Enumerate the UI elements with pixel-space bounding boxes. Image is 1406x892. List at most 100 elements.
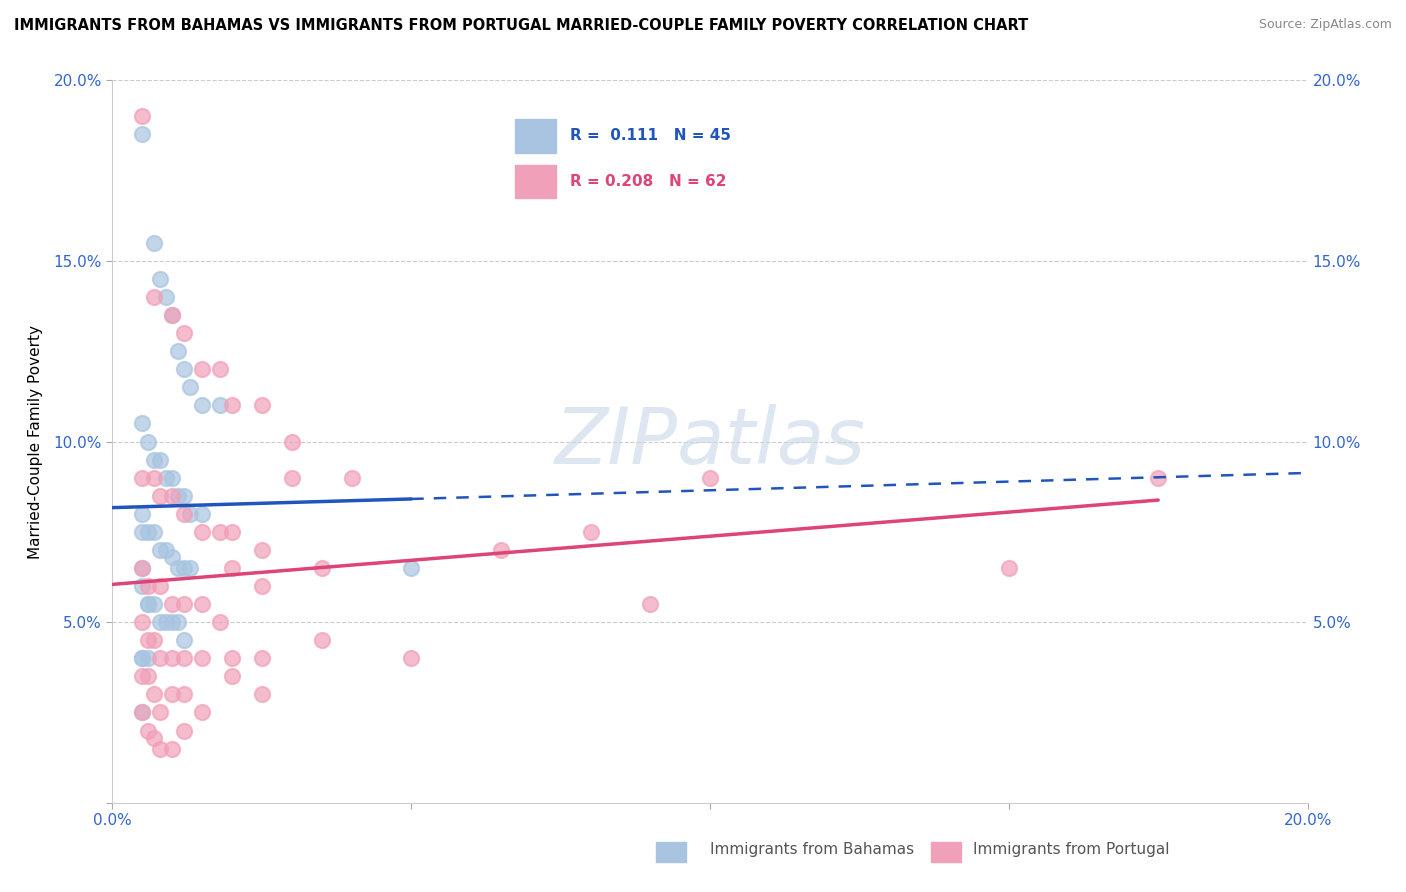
Point <box>131 471 153 485</box>
Point <box>149 651 172 665</box>
Point <box>281 471 304 485</box>
Point <box>143 471 166 485</box>
Text: Immigrants from Bahamas: Immigrants from Bahamas <box>710 842 914 857</box>
Point <box>138 633 160 648</box>
Point <box>173 362 195 376</box>
Point <box>155 290 177 304</box>
Point <box>162 597 183 611</box>
Point <box>250 398 273 412</box>
Point <box>131 651 153 665</box>
Point <box>401 561 423 575</box>
Point <box>149 706 172 720</box>
Point <box>143 687 166 701</box>
Point <box>162 489 183 503</box>
Point <box>131 669 153 683</box>
Point <box>162 651 183 665</box>
Point <box>998 561 1021 575</box>
Point <box>131 561 153 575</box>
Point <box>191 362 214 376</box>
Point <box>209 362 232 376</box>
Point <box>640 597 662 611</box>
Point <box>162 308 183 322</box>
Point <box>143 597 166 611</box>
Point <box>143 633 166 648</box>
Point <box>162 687 183 701</box>
Point <box>179 507 201 521</box>
Point <box>191 651 214 665</box>
Point <box>340 471 363 485</box>
Point <box>191 507 214 521</box>
Point <box>311 561 333 575</box>
Point <box>162 308 183 322</box>
Point <box>162 471 183 485</box>
Point <box>138 524 160 539</box>
Point <box>250 542 273 557</box>
Point <box>401 651 423 665</box>
Point <box>579 524 602 539</box>
Point <box>138 669 160 683</box>
Point <box>131 651 153 665</box>
Point <box>162 741 183 756</box>
Point <box>149 741 172 756</box>
Point <box>131 128 153 142</box>
Point <box>143 731 166 745</box>
FancyBboxPatch shape <box>931 842 962 862</box>
Y-axis label: Married-Couple Family Poverty: Married-Couple Family Poverty <box>28 325 42 558</box>
Point <box>167 489 190 503</box>
Point <box>179 561 201 575</box>
Point <box>149 542 172 557</box>
Point <box>149 579 172 593</box>
Point <box>1147 471 1170 485</box>
Point <box>138 597 160 611</box>
Point <box>221 524 243 539</box>
Text: IMMIGRANTS FROM BAHAMAS VS IMMIGRANTS FROM PORTUGAL MARRIED-COUPLE FAMILY POVERT: IMMIGRANTS FROM BAHAMAS VS IMMIGRANTS FR… <box>14 18 1028 33</box>
Point <box>162 615 183 630</box>
Text: Immigrants from Portugal: Immigrants from Portugal <box>973 842 1170 857</box>
FancyBboxPatch shape <box>657 842 686 862</box>
Point <box>162 550 183 565</box>
Point <box>131 417 153 431</box>
Point <box>167 344 190 359</box>
Point <box>173 723 195 738</box>
Point <box>131 507 153 521</box>
Point <box>209 615 232 630</box>
Point <box>699 471 721 485</box>
Point <box>149 452 172 467</box>
Point <box>167 615 190 630</box>
Point <box>131 706 153 720</box>
Point <box>149 615 172 630</box>
Point <box>250 687 273 701</box>
Point <box>155 615 177 630</box>
Point <box>173 651 195 665</box>
Point <box>138 579 160 593</box>
Point <box>131 109 153 123</box>
Point <box>281 434 304 449</box>
Point <box>173 687 195 701</box>
Point <box>191 524 214 539</box>
Text: Source: ZipAtlas.com: Source: ZipAtlas.com <box>1258 18 1392 31</box>
Point <box>179 380 201 394</box>
Point <box>155 542 177 557</box>
Point <box>149 272 172 286</box>
Point <box>221 651 243 665</box>
Point <box>209 524 232 539</box>
Point <box>143 235 166 250</box>
Point <box>173 561 195 575</box>
Point <box>173 633 195 648</box>
Point <box>131 561 153 575</box>
Point <box>138 434 160 449</box>
Point <box>155 471 177 485</box>
Point <box>311 633 333 648</box>
Point <box>173 489 195 503</box>
Text: ZIPatlas: ZIPatlas <box>554 403 866 480</box>
Point <box>149 489 172 503</box>
Point <box>250 579 273 593</box>
Point <box>143 452 166 467</box>
Point <box>191 706 214 720</box>
Point <box>131 524 153 539</box>
Point <box>167 561 190 575</box>
Point <box>221 669 243 683</box>
Point <box>143 524 166 539</box>
Point <box>173 597 195 611</box>
Point <box>138 723 160 738</box>
